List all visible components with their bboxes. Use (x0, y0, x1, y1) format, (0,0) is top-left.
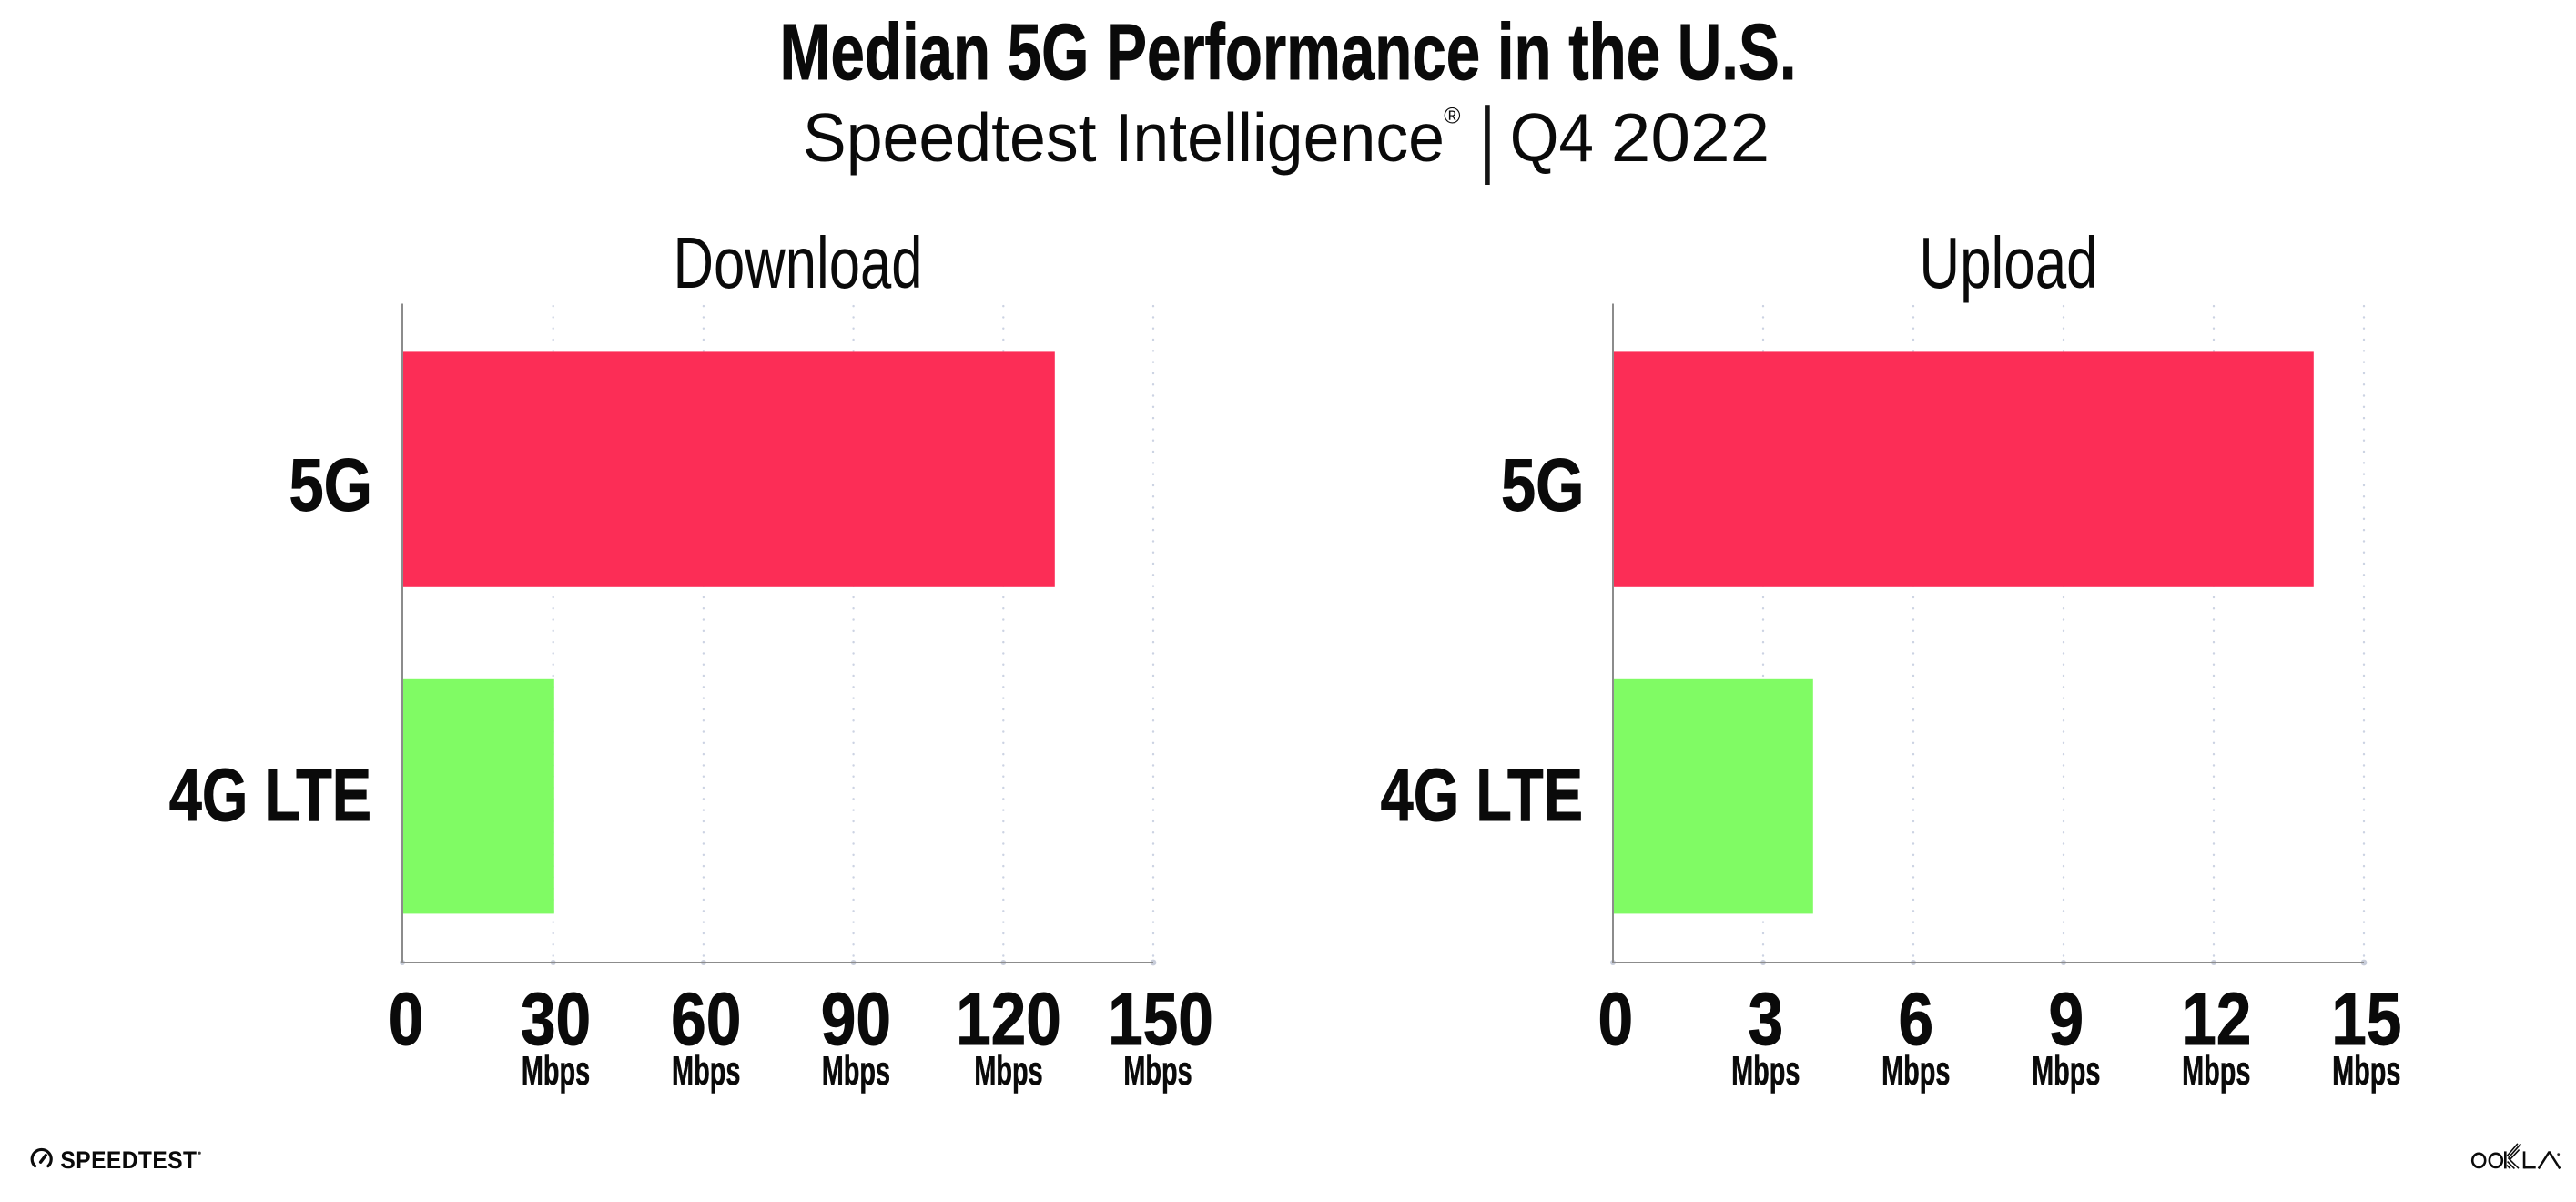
svg-text:SPEEDTEST: SPEEDTEST (60, 1147, 197, 1174)
svg-text:Q4: Q4 (1510, 101, 1594, 177)
svg-text:0: 0 (389, 978, 424, 1062)
svg-text:Mbps: Mbps (522, 1048, 590, 1094)
svg-text:4G LTE: 4G LTE (169, 753, 371, 837)
svg-text:2022: 2022 (1611, 101, 1770, 177)
svg-text:3: 3 (1748, 978, 1783, 1062)
svg-text:Speedtest Intelligence: Speedtest Intelligence (803, 100, 1445, 177)
svg-text:Mbps: Mbps (672, 1048, 740, 1094)
svg-text:®: ® (1444, 104, 1460, 128)
svg-text:5G: 5G (289, 443, 372, 526)
svg-text:120: 120 (956, 978, 1061, 1062)
svg-text:Mbps: Mbps (2332, 1048, 2400, 1094)
svg-text:15: 15 (2331, 978, 2401, 1062)
svg-text:0: 0 (1597, 978, 1633, 1062)
svg-text:Mbps: Mbps (1123, 1048, 1192, 1094)
svg-text:Median 5G Performance in the U: Median 5G Performance in the U.S. (779, 6, 1796, 97)
svg-text:12: 12 (2181, 978, 2251, 1062)
svg-text:90: 90 (821, 978, 891, 1062)
svg-text:Download: Download (674, 224, 923, 304)
svg-text:Mbps: Mbps (822, 1048, 890, 1094)
svg-text:6: 6 (1898, 978, 1933, 1062)
svg-text:30: 30 (521, 978, 591, 1062)
svg-text:Mbps: Mbps (2182, 1048, 2250, 1094)
svg-text:5G: 5G (1501, 443, 1585, 526)
svg-text:Mbps: Mbps (974, 1048, 1042, 1094)
svg-text:Upload: Upload (1919, 223, 2097, 304)
svg-text:Mbps: Mbps (1731, 1048, 1800, 1094)
svg-text:150: 150 (1108, 978, 1213, 1062)
svg-text:60: 60 (671, 978, 741, 1062)
svg-text:9: 9 (2048, 978, 2084, 1062)
svg-text:Mbps: Mbps (1881, 1048, 1950, 1094)
svg-text:Mbps: Mbps (2032, 1048, 2100, 1094)
svg-text:4G LTE: 4G LTE (1381, 753, 1583, 837)
